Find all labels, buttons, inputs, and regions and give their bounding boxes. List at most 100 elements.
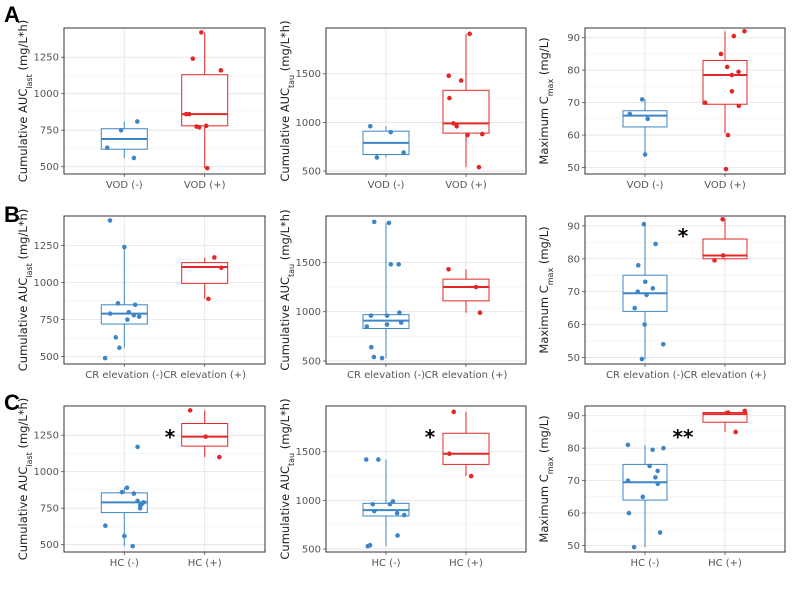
data-point	[724, 64, 730, 70]
data-point	[384, 322, 390, 327]
y-tick-label: 500	[302, 545, 321, 556]
box-positive	[442, 31, 490, 170]
y-tick-label: 1500	[296, 258, 321, 269]
chart-panel-b-1: 500 750 1000 1250 CR elevation (-) CR elevati…	[16, 209, 266, 381]
data-point	[642, 152, 648, 157]
y-tick-label: 1000	[296, 118, 321, 129]
box-positive	[702, 408, 748, 435]
y-tick-label: 1500	[296, 69, 321, 80]
data-point	[212, 255, 217, 260]
data-point	[742, 408, 748, 414]
data-point	[725, 132, 731, 138]
data-point	[635, 263, 641, 268]
data-point	[736, 69, 741, 75]
data-point	[626, 510, 632, 516]
data-point	[642, 322, 647, 327]
box-positive	[181, 255, 229, 302]
plot-frame	[63, 27, 266, 175]
panel-label-c: C	[4, 390, 20, 415]
data-point	[135, 119, 140, 124]
data-point	[742, 28, 747, 34]
data-point	[386, 220, 392, 226]
y-tick-label: 60	[567, 131, 580, 142]
x-tick-label: CR elevation (+)	[425, 370, 508, 381]
data-point	[103, 523, 108, 529]
box-positive	[181, 30, 229, 171]
data-point	[702, 100, 708, 105]
data-point	[660, 341, 666, 347]
box-negative	[100, 444, 148, 549]
y-tick-label: 750	[40, 504, 59, 515]
chart-panel-c-1: 500 750 1000 1250 HC (-) HC (+) Cumulative AUC…	[16, 398, 266, 569]
y-tick-label: 80	[567, 444, 580, 455]
x-tick-label: VOD (-)	[627, 180, 664, 191]
x-tick-label: CR elevation (-)	[606, 370, 684, 381]
x-tick-label: CR elevation (+)	[684, 370, 767, 381]
x-tick-label: VOD (+)	[445, 180, 487, 191]
data-point	[447, 95, 452, 101]
data-point	[376, 457, 381, 462]
y-tick-label: 1250	[34, 241, 59, 252]
data-point	[217, 454, 222, 460]
data-point	[130, 543, 135, 549]
data-point	[641, 221, 647, 227]
box-positive	[442, 266, 490, 315]
plot-frame	[584, 405, 786, 553]
y-axis-label: Cumulative AUCtau (mg/L*h)	[278, 20, 296, 181]
data-point	[371, 219, 377, 225]
y-tick-label: 1000	[34, 278, 59, 289]
data-point	[394, 510, 400, 516]
data-point	[199, 30, 204, 35]
data-point	[194, 124, 199, 129]
data-point	[729, 72, 735, 78]
plot-background	[326, 28, 526, 174]
plot-frame	[325, 405, 527, 553]
data-point	[113, 335, 119, 340]
data-point	[384, 313, 390, 318]
data-point	[388, 262, 394, 267]
data-point	[467, 31, 472, 37]
plot-frame	[63, 215, 266, 365]
data-point	[446, 266, 451, 272]
data-point	[395, 533, 400, 538]
data-point	[131, 155, 137, 161]
data-point	[390, 499, 396, 504]
box-positive	[702, 216, 748, 263]
data-point	[124, 485, 130, 491]
data-point	[396, 262, 401, 267]
x-tick-label: CR elevation (-)	[85, 370, 163, 381]
y-tick-label: 50	[567, 541, 580, 552]
plot-background	[585, 28, 785, 174]
box-negative	[622, 221, 668, 362]
box-iqr	[442, 278, 490, 302]
box-negative	[100, 218, 148, 361]
data-point	[135, 498, 140, 504]
data-point	[720, 253, 726, 258]
data-point	[647, 463, 652, 469]
data-point	[632, 305, 638, 311]
x-tick-label: VOD (+)	[704, 180, 746, 191]
chart-panel-a-1: 500 750 1000 1250 VOD (-) VOD (+) Cumulative A…	[16, 20, 266, 191]
data-point	[203, 434, 208, 439]
y-tick-label: 500	[40, 162, 59, 173]
data-point	[369, 344, 374, 350]
x-tick-label: CR elevation (+)	[163, 370, 246, 381]
box-negative	[362, 124, 410, 160]
chart-panel-b-2: 500 1000 1500 CR elevation (-) CR elevation …	[278, 209, 527, 381]
data-point	[454, 124, 459, 129]
data-point	[650, 286, 656, 291]
data-point	[125, 317, 130, 322]
data-point	[374, 155, 380, 160]
data-point	[655, 481, 661, 487]
box-positive	[181, 408, 229, 460]
y-axis-label: Cumulative AUClast (mg/L*h)	[16, 20, 34, 183]
data-point	[206, 296, 211, 302]
data-point	[661, 445, 666, 451]
data-point	[368, 313, 374, 318]
plot-background	[64, 28, 265, 174]
y-tick-label: 1000	[34, 467, 59, 478]
plot-frame	[63, 405, 266, 553]
plot-background	[64, 406, 265, 552]
box-negative	[622, 97, 668, 157]
plot-frame	[325, 215, 527, 365]
